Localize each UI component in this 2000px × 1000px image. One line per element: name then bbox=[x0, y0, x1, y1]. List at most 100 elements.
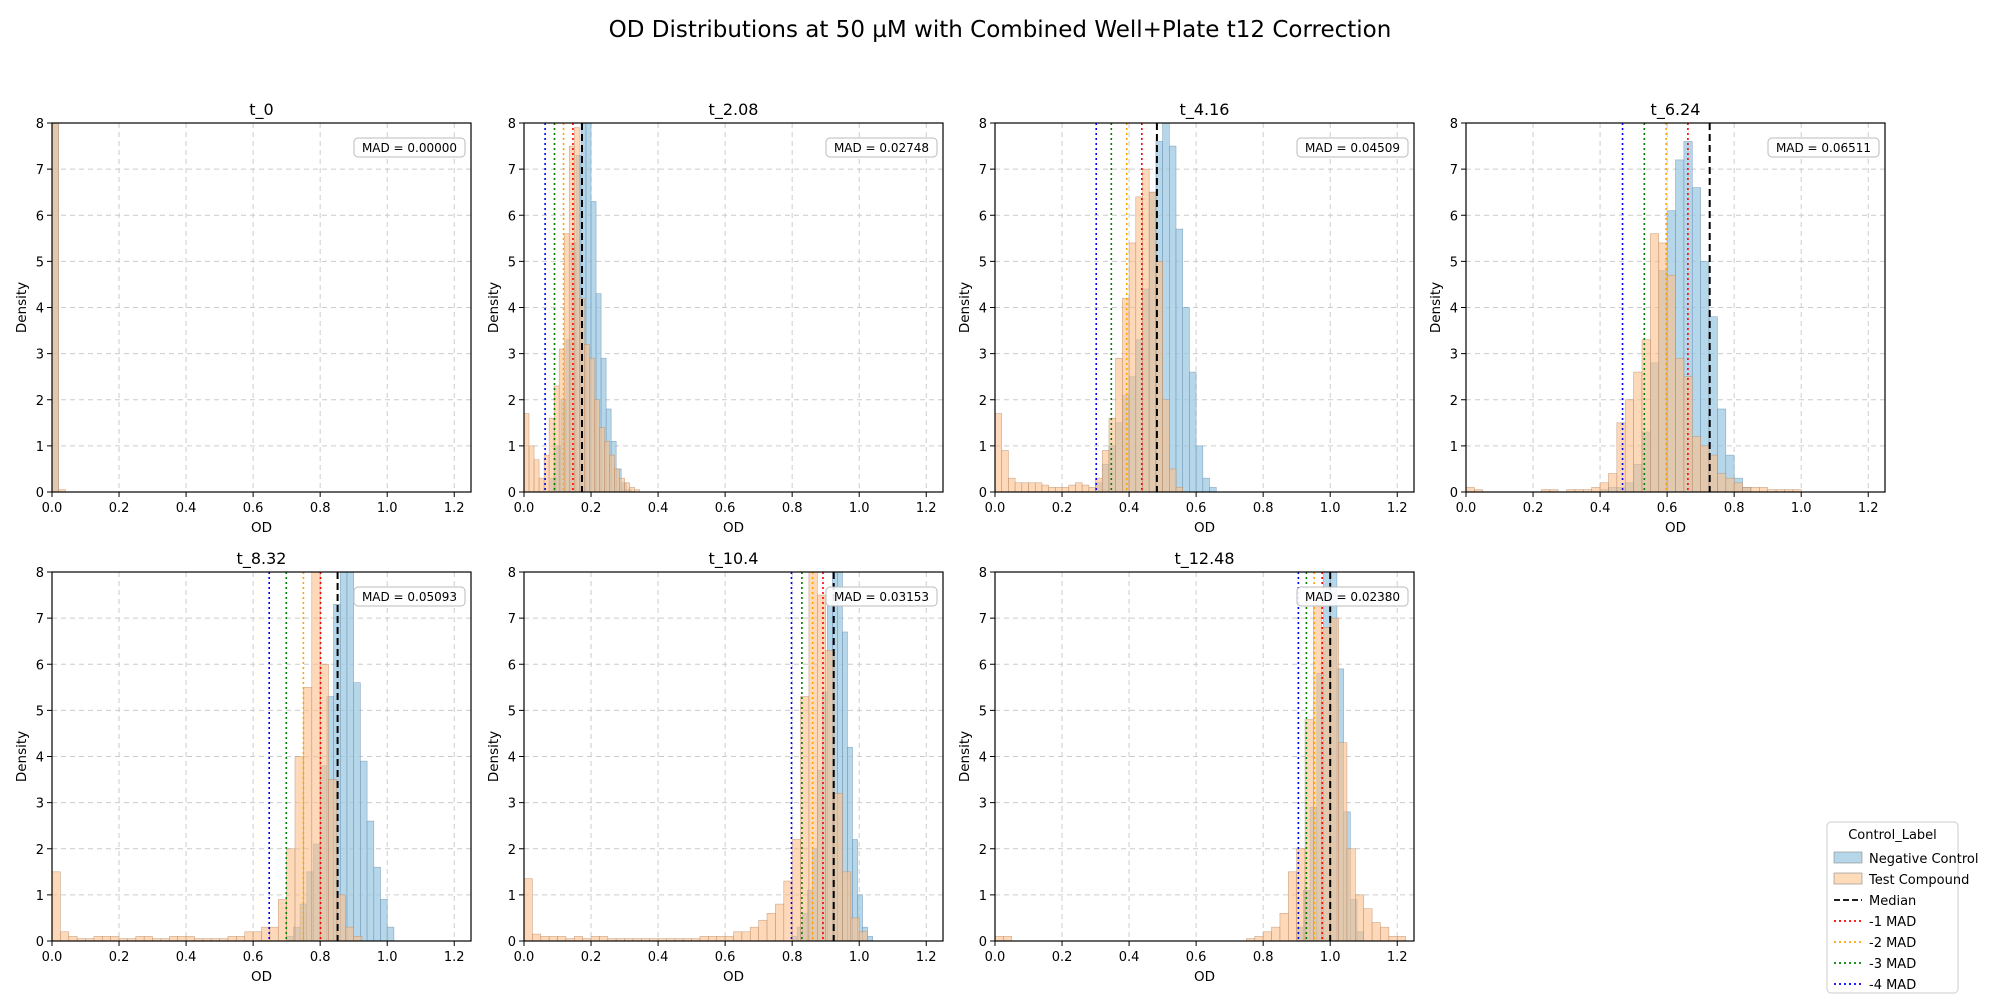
test-compound-bar bbox=[1624, 399, 1634, 492]
x-tick-label: 0.6 bbox=[715, 501, 736, 516]
test-compound-bar bbox=[1792, 489, 1802, 492]
y-tick-label: 1 bbox=[979, 889, 987, 904]
test-compound-bar bbox=[185, 936, 195, 941]
mad-annotation: MAD = 0.04509 bbox=[1305, 141, 1400, 155]
negative-control-bar bbox=[1175, 228, 1184, 492]
legend-label: Negative Control bbox=[1869, 852, 1978, 867]
mad-annotation-box bbox=[1296, 586, 1409, 607]
test-compound-bar bbox=[1371, 922, 1381, 941]
test-compound-bar bbox=[1666, 274, 1676, 492]
mad-annotation-box bbox=[353, 137, 466, 158]
y-tick-label: 2 bbox=[36, 843, 44, 858]
test-compound-bar bbox=[594, 399, 600, 492]
y-tick-label: 0 bbox=[508, 935, 516, 950]
y-tick-label: 2 bbox=[36, 394, 44, 409]
y-tick-label: 4 bbox=[979, 302, 987, 317]
panels: 0.0 0.2 0.4 0.6 0.8 1.0 1.2 0 1 2 3 4 5 6 7 8 t_0 OD Densi… bbox=[14, 100, 1886, 985]
test-compound-bar bbox=[816, 594, 826, 941]
test-compound-bar bbox=[269, 926, 279, 941]
test-compound-bar bbox=[1081, 484, 1090, 492]
test-compound-bar bbox=[1396, 936, 1406, 941]
mad-annotation: MAD = 0.00000 bbox=[362, 141, 457, 155]
negative-control-bar bbox=[1717, 408, 1727, 492]
x-tick-label: 1.2 bbox=[444, 950, 465, 965]
y-tick-label: 5 bbox=[1450, 255, 1458, 270]
y-tick-label: 7 bbox=[1450, 163, 1458, 178]
negative-control-bar bbox=[1182, 307, 1190, 492]
histograms bbox=[524, 572, 873, 941]
x-tick-label: 0.2 bbox=[581, 501, 602, 516]
y-tick-label: 8 bbox=[979, 117, 987, 132]
test-compound-bar bbox=[1115, 357, 1123, 492]
y-axis-label: Density bbox=[486, 731, 502, 782]
test-compound-bar bbox=[599, 427, 605, 492]
mad-annotation-box bbox=[825, 586, 938, 607]
test-compound-bar bbox=[590, 936, 600, 941]
y-tick-label: 8 bbox=[508, 117, 516, 132]
test-compound-bar bbox=[1733, 482, 1743, 492]
mad-annotation-box bbox=[353, 586, 466, 607]
test-compound-bar bbox=[1750, 487, 1760, 492]
y-tick-label: 3 bbox=[508, 797, 516, 812]
test-compound-bar bbox=[1055, 487, 1063, 492]
test-compound-bar bbox=[1175, 487, 1184, 492]
y-tick-label: 4 bbox=[36, 302, 44, 317]
legend-label: -4 MAD bbox=[1869, 978, 1916, 993]
x-tick-label: 0.2 bbox=[109, 950, 130, 965]
test-compound-bar bbox=[353, 936, 363, 941]
legend-item: Test Compound bbox=[1833, 872, 1969, 888]
test-compound-bar bbox=[733, 931, 743, 941]
test-compound-bar bbox=[1162, 399, 1170, 492]
legend-box bbox=[1826, 821, 1959, 994]
test-compound-bar bbox=[303, 687, 313, 941]
y-axis-label: Density bbox=[14, 731, 30, 782]
test-compound-bar bbox=[1148, 191, 1157, 492]
x-tick-label: 0.2 bbox=[1052, 501, 1073, 516]
legend-swatch bbox=[1833, 851, 1863, 864]
test-compound-bar bbox=[995, 936, 1004, 941]
test-compound-bar bbox=[1262, 931, 1272, 941]
test-compound-bar bbox=[624, 482, 630, 492]
test-compound-bar bbox=[93, 936, 103, 941]
y-tick-label: 3 bbox=[979, 797, 987, 812]
x-tick-label: 0.6 bbox=[1657, 501, 1678, 516]
test-compound-bar bbox=[584, 344, 590, 492]
x-tick-label: 1.2 bbox=[1858, 501, 1879, 516]
x-tick-label: 1.2 bbox=[916, 950, 937, 965]
test-compound-bar bbox=[1122, 297, 1130, 492]
x-tick-label: 0.8 bbox=[310, 950, 331, 965]
test-compound-bar bbox=[604, 440, 610, 492]
test-compound-bar bbox=[533, 459, 540, 492]
test-compound-bar bbox=[589, 357, 595, 492]
test-compound-bar bbox=[58, 489, 66, 492]
x-tick-label: 0.0 bbox=[985, 501, 1006, 516]
test-compound-bar bbox=[614, 468, 620, 492]
test-compound-bar bbox=[538, 477, 545, 492]
x-tick-label: 1.0 bbox=[377, 950, 398, 965]
negative-control-bar bbox=[339, 572, 348, 941]
test-compound-bar bbox=[716, 936, 726, 941]
panel-1: 0.0 0.2 0.4 0.6 0.8 1.0 1.2 0 1 2 3 4 5 6 7 8 t_2.08 OD De… bbox=[486, 100, 944, 536]
test-compound-bar bbox=[1288, 871, 1297, 941]
x-tick-label: 0.4 bbox=[1119, 501, 1140, 516]
histograms bbox=[524, 123, 640, 492]
test-compound-bar bbox=[599, 936, 609, 941]
panel-title: t_2.08 bbox=[709, 100, 759, 120]
panel-title: t_8.32 bbox=[237, 549, 287, 569]
y-axis-label: Density bbox=[1428, 282, 1444, 333]
negative-control-bar bbox=[353, 682, 361, 941]
x-tick-label: 0.6 bbox=[1186, 501, 1207, 516]
test-compound-bar bbox=[524, 878, 533, 941]
x-tick-label: 1.0 bbox=[1791, 501, 1812, 516]
y-tick-label: 2 bbox=[508, 843, 516, 858]
x-tick-label: 0.0 bbox=[42, 950, 63, 965]
test-compound-bar bbox=[1254, 936, 1264, 941]
y-tick-label: 2 bbox=[979, 394, 987, 409]
test-compound-bar bbox=[758, 919, 768, 941]
negative-control-bar bbox=[1169, 145, 1177, 492]
x-tick-label: 0.6 bbox=[715, 950, 736, 965]
x-tick-label: 0.6 bbox=[1186, 950, 1207, 965]
test-compound-bar bbox=[634, 489, 640, 492]
test-compound-bar bbox=[1742, 487, 1752, 492]
